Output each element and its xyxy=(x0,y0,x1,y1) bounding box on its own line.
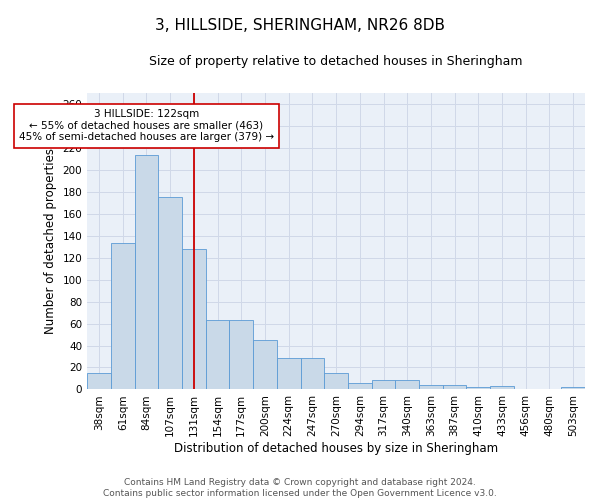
Bar xyxy=(301,358,324,390)
Bar xyxy=(253,340,277,390)
Bar xyxy=(134,156,158,390)
Bar xyxy=(277,358,301,390)
Bar xyxy=(182,249,206,390)
Bar xyxy=(87,373,111,390)
Y-axis label: Number of detached properties: Number of detached properties xyxy=(44,148,57,334)
Text: 3 HILLSIDE: 122sqm
← 55% of detached houses are smaller (463)
45% of semi-detach: 3 HILLSIDE: 122sqm ← 55% of detached hou… xyxy=(19,110,274,142)
Bar xyxy=(419,385,443,390)
X-axis label: Distribution of detached houses by size in Sheringham: Distribution of detached houses by size … xyxy=(174,442,498,455)
Bar xyxy=(371,380,395,390)
Bar xyxy=(561,388,585,390)
Text: 3, HILLSIDE, SHERINGHAM, NR26 8DB: 3, HILLSIDE, SHERINGHAM, NR26 8DB xyxy=(155,18,445,32)
Bar xyxy=(348,383,371,390)
Bar xyxy=(229,320,253,390)
Bar xyxy=(158,197,182,390)
Title: Size of property relative to detached houses in Sheringham: Size of property relative to detached ho… xyxy=(149,55,523,68)
Bar xyxy=(443,385,466,390)
Text: Contains HM Land Registry data © Crown copyright and database right 2024.
Contai: Contains HM Land Registry data © Crown c… xyxy=(103,478,497,498)
Bar xyxy=(324,373,348,390)
Bar xyxy=(490,386,514,390)
Bar xyxy=(206,320,229,390)
Bar xyxy=(466,388,490,390)
Bar xyxy=(111,244,134,390)
Bar xyxy=(395,380,419,390)
